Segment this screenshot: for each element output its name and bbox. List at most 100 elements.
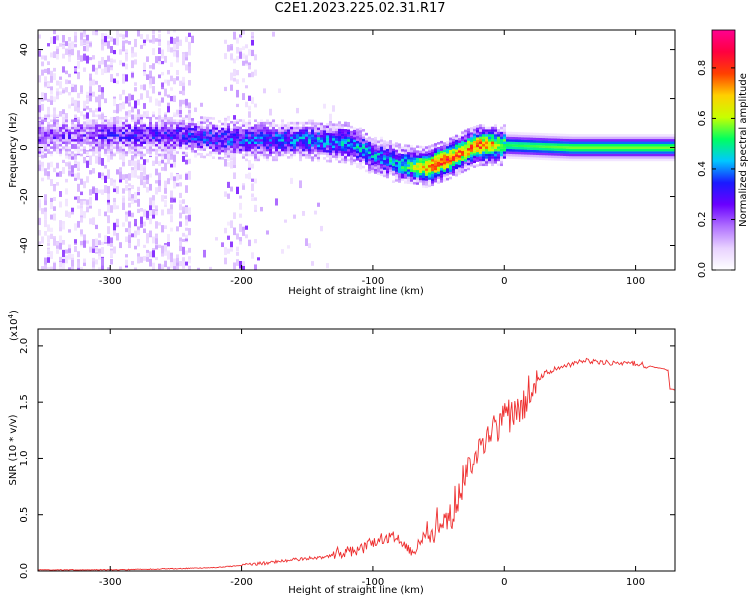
heatmap-noise-cell <box>62 119 65 127</box>
heatmap-ridge-cell <box>383 150 386 153</box>
heatmap-ridge-cell <box>671 134 674 137</box>
heatmap-ridge-cell <box>209 129 212 132</box>
heatmap-ridge-cell <box>350 133 353 136</box>
heatmap-noise-cell <box>68 248 71 253</box>
heatmap-ridge-cell <box>314 141 317 145</box>
heatmap-noise-cell <box>98 208 101 217</box>
heatmap-ridge-cell <box>80 141 83 145</box>
heatmap-ridge-cell <box>479 138 482 142</box>
heatmap-ridge-cell <box>548 135 551 139</box>
heatmap-ridge-cell <box>170 141 173 145</box>
heatmap-ridge-cell <box>572 136 575 140</box>
heatmap-ridge-cell <box>242 124 245 127</box>
heatmap-ridge-cell <box>194 132 197 136</box>
heatmap-ridge-cell <box>497 158 500 162</box>
heatmap-noise-cell <box>125 49 128 54</box>
heatmap-ridge-cell <box>98 138 101 142</box>
heatmap-ridge-cell <box>509 156 512 159</box>
heatmap-noise-cell <box>152 200 155 208</box>
heatmap-ridge-cell <box>530 149 533 153</box>
heatmap-noise-cell <box>161 159 164 164</box>
heatmap-ridge-cell <box>491 161 494 164</box>
heatmap-ridge-cell <box>551 152 554 156</box>
heatmap-ridge-cell <box>491 156 494 159</box>
heatmap-ridge-cell <box>95 151 98 154</box>
heatmap-noise-cell <box>131 196 134 201</box>
heatmap-ridge-cell <box>47 138 50 142</box>
heatmap-ridge-cell <box>665 148 668 152</box>
heatmap-ridge-cell <box>290 121 293 125</box>
heatmap-ridge-cell <box>410 144 413 148</box>
heatmap-ridge-cell <box>542 135 545 139</box>
heatmap-noise-cell <box>209 266 212 270</box>
heatmap-ridge-cell <box>203 126 206 129</box>
heatmap-noise-cell <box>83 30 86 38</box>
heatmap-ridge-cell <box>347 144 350 147</box>
heatmap-ridge-cell <box>170 136 173 140</box>
heatmap-ridge-cell <box>263 126 266 130</box>
heatmap-ridge-cell <box>452 158 455 162</box>
heatmap-noise-cell <box>143 67 146 76</box>
heatmap-noise-cell <box>101 176 104 180</box>
heatmap-ridge-cell <box>428 145 431 148</box>
heatmap-noise-cell <box>176 255 179 263</box>
heatmap-ridge-cell <box>461 165 464 169</box>
heatmap-noise-cell <box>98 60 101 65</box>
heatmap-ridge-cell <box>275 156 278 159</box>
heatmap-ridge-cell <box>416 174 419 178</box>
heatmap-ridge-cell <box>476 156 479 160</box>
heatmap-ridge-cell <box>161 141 164 145</box>
heatmap-ridge-cell <box>554 140 557 144</box>
heatmap-noise-cell <box>155 234 158 239</box>
heatmap-ridge-cell <box>347 139 350 142</box>
heatmap-noise-cell <box>98 233 101 238</box>
heatmap-ridge-cell <box>335 140 338 144</box>
heatmap-ridge-cell <box>377 150 380 153</box>
heatmap-ridge-cell <box>134 131 137 135</box>
heatmap-ridge-cell <box>374 154 377 157</box>
heatmap-ridge-cell <box>221 157 224 160</box>
heatmap-ridge-cell <box>452 170 455 174</box>
heatmap-ridge-cell <box>212 126 215 130</box>
heatmap-ridge-cell <box>536 140 539 143</box>
heatmap-ridge-cell <box>452 163 455 166</box>
heatmap-ridge-cell <box>455 173 458 177</box>
heatmap-ridge-cell <box>68 136 71 140</box>
heatmap-ridge-cell <box>341 131 344 134</box>
heatmap-ridge-cell <box>251 143 254 147</box>
heatmap-ridge-cell <box>107 126 110 130</box>
heatmap-ridge-cell <box>338 128 341 132</box>
heatmap-ridge-cell <box>113 141 116 145</box>
heatmap-ridge-cell <box>533 147 536 150</box>
heatmap-ridge-cell <box>428 169 431 173</box>
heatmap-ridge-cell <box>434 145 437 149</box>
heatmap-ridge-cell <box>332 147 335 151</box>
heatmap-ridge-cell <box>155 124 158 127</box>
colorbar-label: Normalized spectral amplitude <box>738 73 749 227</box>
heatmap-ridge-cell <box>329 147 332 151</box>
heatmap-ridge-cell <box>83 151 86 154</box>
heatmap-noise-cell <box>80 198 83 203</box>
heatmap-ridge-cell <box>242 131 245 135</box>
heatmap-ridge-cell <box>383 162 386 165</box>
heatmap-ridge-cell <box>542 145 545 148</box>
heatmap-ridge-cell <box>296 138 299 142</box>
heatmap-ridge-cell <box>323 130 326 133</box>
heatmap-noise-cell <box>158 100 161 107</box>
heatmap-ridge-cell <box>206 128 209 132</box>
heatmap-ridge-cell <box>290 141 293 145</box>
heatmap-ridge-cell <box>527 147 530 150</box>
heatmap-ridge-cell <box>152 126 155 130</box>
heatmap-noise-cell <box>68 104 71 109</box>
heatmap-noise-cell <box>44 81 47 86</box>
heatmap-ridge-cell <box>170 146 173 149</box>
heatmap-noise-cell <box>146 34 149 42</box>
heatmap-noise-cell <box>158 33 161 41</box>
heatmap-ridge-cell <box>521 134 524 138</box>
heatmap-noise-cell <box>110 180 113 186</box>
heatmap-ridge-cell <box>635 141 638 145</box>
heatmap-ridge-cell <box>68 138 71 142</box>
heatmap-noise-cell <box>128 202 131 208</box>
heatmap-ridge-cell <box>215 132 218 135</box>
heatmap-ridge-cell <box>179 144 182 147</box>
